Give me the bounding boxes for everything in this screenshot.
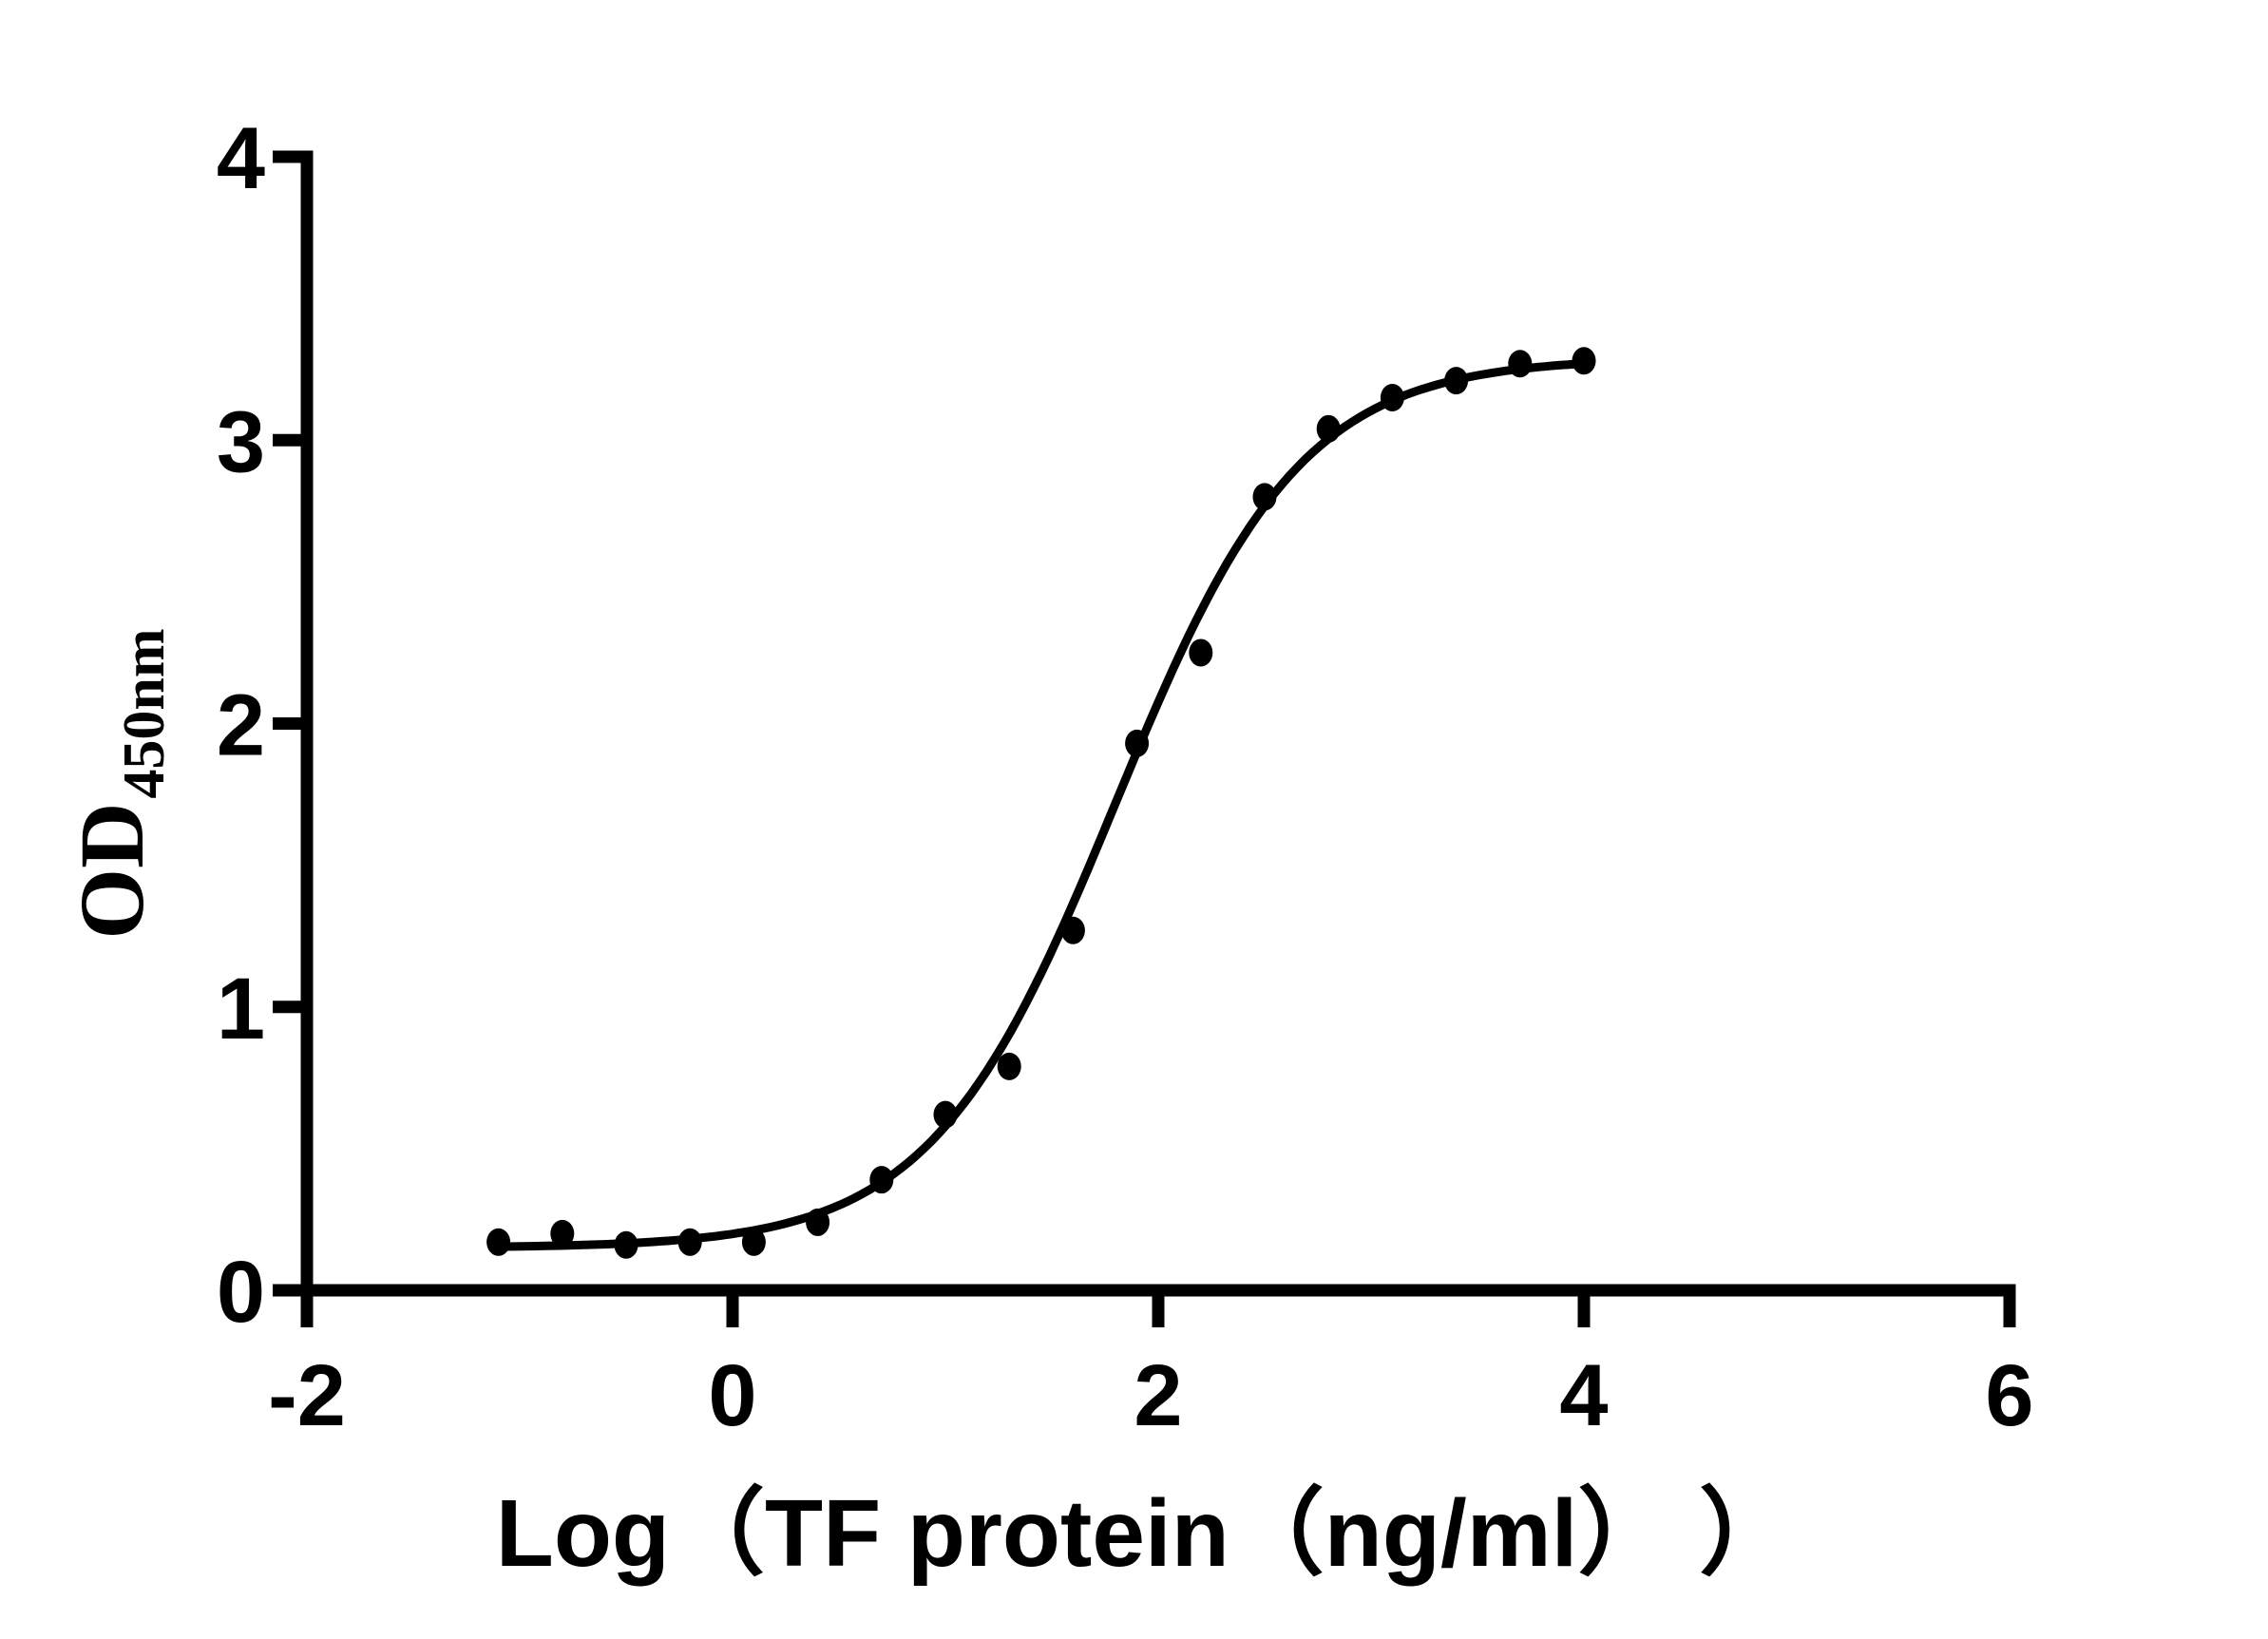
data-point xyxy=(550,1219,575,1248)
data-point xyxy=(1125,729,1150,757)
x-tick-label: -2 xyxy=(268,1347,346,1444)
data-point xyxy=(1572,347,1596,375)
data-point xyxy=(1060,916,1085,944)
y-axis-tick-labels: 0 1 2 3 4 xyxy=(217,110,265,1341)
y-tick-label: 0 xyxy=(217,1244,265,1341)
data-point xyxy=(933,1100,958,1129)
data-point xyxy=(1380,384,1404,412)
x-axis-title: Log（TF protein（ng/ml） ） xyxy=(496,1480,1795,1587)
axes xyxy=(273,150,2016,1327)
data-point xyxy=(1189,638,1213,667)
y-axis-title-main: OD xyxy=(61,803,162,940)
y-tick-label: 3 xyxy=(217,393,265,490)
y-tick-label: 4 xyxy=(217,110,265,207)
y-axis-title: OD 450nm xyxy=(61,628,177,939)
data-point xyxy=(869,1166,894,1194)
x-tick-label: 2 xyxy=(1134,1347,1182,1444)
data-point xyxy=(1316,414,1341,443)
data-points xyxy=(486,347,1596,1259)
data-point xyxy=(1444,367,1469,395)
y-axis-title-subscript: 450nm xyxy=(112,628,177,798)
data-point xyxy=(997,1052,1021,1080)
x-tick-label: 6 xyxy=(1985,1347,2033,1444)
data-point xyxy=(677,1228,702,1256)
y-tick-label: 1 xyxy=(217,961,265,1058)
x-tick-label: 4 xyxy=(1559,1347,1608,1444)
data-point xyxy=(1508,350,1533,378)
y-tick-label: 2 xyxy=(217,677,265,774)
fit-curve-line xyxy=(494,359,1589,1251)
data-point xyxy=(741,1228,766,1256)
data-point xyxy=(486,1228,511,1256)
data-point xyxy=(806,1208,830,1236)
data-point xyxy=(1252,483,1277,511)
x-tick-label: 0 xyxy=(708,1347,756,1444)
x-axis-tick-labels: -2 0 2 4 6 xyxy=(268,1347,2033,1444)
data-point xyxy=(614,1230,638,1259)
